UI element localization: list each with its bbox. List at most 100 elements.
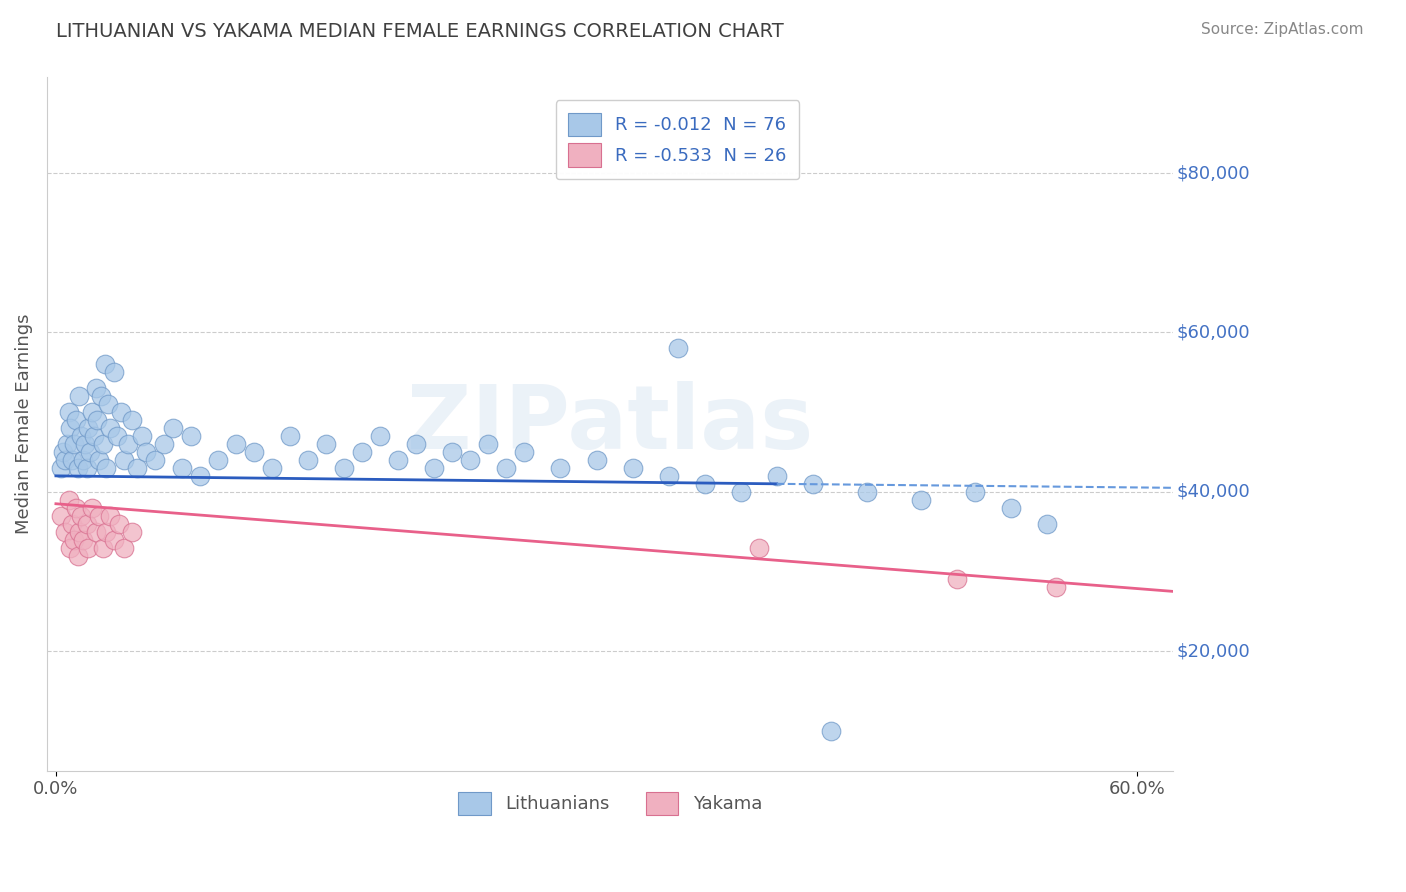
Text: $40,000: $40,000 — [1177, 483, 1250, 500]
Point — [748, 541, 770, 555]
Point — [368, 429, 391, 443]
Text: LITHUANIAN VS YAKAMA MEDIAN FEMALE EARNINGS CORRELATION CHART: LITHUANIAN VS YAKAMA MEDIAN FEMALE EARNI… — [56, 22, 785, 41]
Point — [53, 453, 76, 467]
Point — [72, 453, 94, 467]
Y-axis label: Median Female Earnings: Median Female Earnings — [15, 314, 32, 534]
Point — [387, 453, 409, 467]
Point — [125, 461, 148, 475]
Point — [97, 397, 120, 411]
Point — [70, 508, 93, 523]
Point — [96, 461, 118, 475]
Point — [52, 445, 75, 459]
Point — [79, 445, 101, 459]
Point — [103, 533, 125, 547]
Point — [666, 342, 689, 356]
Point — [84, 524, 107, 539]
Point — [315, 437, 337, 451]
Point — [441, 445, 464, 459]
Point — [693, 476, 716, 491]
Point — [63, 437, 86, 451]
Point — [730, 484, 752, 499]
Point — [76, 461, 98, 475]
Point — [108, 516, 131, 531]
Point — [423, 461, 446, 475]
Point — [550, 461, 572, 475]
Point — [143, 453, 166, 467]
Point — [67, 524, 90, 539]
Point — [333, 461, 356, 475]
Point — [112, 541, 135, 555]
Point — [658, 468, 681, 483]
Point — [460, 453, 482, 467]
Point — [86, 413, 108, 427]
Point — [103, 365, 125, 379]
Point — [585, 453, 607, 467]
Point — [170, 461, 193, 475]
Point — [513, 445, 536, 459]
Text: $60,000: $60,000 — [1177, 324, 1250, 342]
Point — [153, 437, 176, 451]
Point — [53, 524, 76, 539]
Point — [1000, 500, 1022, 515]
Legend: Lithuanians, Yakama: Lithuanians, Yakama — [449, 783, 770, 824]
Point — [72, 533, 94, 547]
Point — [96, 524, 118, 539]
Point — [621, 461, 644, 475]
Point — [66, 549, 89, 563]
Point — [59, 541, 82, 555]
Point — [60, 516, 83, 531]
Point — [225, 437, 247, 451]
Point — [1045, 581, 1067, 595]
Text: ZIPatlas: ZIPatlas — [406, 381, 813, 467]
Point — [59, 421, 82, 435]
Point — [297, 453, 319, 467]
Point — [91, 437, 114, 451]
Point — [112, 453, 135, 467]
Point — [262, 461, 284, 475]
Point — [90, 389, 112, 403]
Text: $80,000: $80,000 — [1177, 164, 1250, 182]
Point — [963, 484, 986, 499]
Point — [83, 429, 105, 443]
Point — [84, 381, 107, 395]
Point — [63, 533, 86, 547]
Point — [66, 461, 89, 475]
Point — [76, 516, 98, 531]
Point — [105, 429, 128, 443]
Point — [910, 492, 932, 507]
Point — [162, 421, 184, 435]
Point — [51, 508, 73, 523]
Point — [89, 508, 111, 523]
Point — [51, 461, 73, 475]
Point — [207, 453, 229, 467]
Point — [180, 429, 202, 443]
Point — [131, 429, 153, 443]
Point — [495, 461, 517, 475]
Point — [477, 437, 499, 451]
Point — [856, 484, 879, 499]
Point — [135, 445, 157, 459]
Point — [70, 429, 93, 443]
Text: Source: ZipAtlas.com: Source: ZipAtlas.com — [1201, 22, 1364, 37]
Point — [65, 500, 87, 515]
Text: $20,000: $20,000 — [1177, 642, 1250, 660]
Point — [188, 468, 211, 483]
Point — [1036, 516, 1059, 531]
Point — [946, 573, 969, 587]
Point — [352, 445, 374, 459]
Point — [405, 437, 427, 451]
Point — [765, 468, 787, 483]
Point — [89, 453, 111, 467]
Point — [73, 437, 96, 451]
Point — [55, 437, 77, 451]
Point — [110, 405, 132, 419]
Point — [121, 413, 143, 427]
Point — [278, 429, 301, 443]
Point — [121, 524, 143, 539]
Point — [91, 541, 114, 555]
Point — [67, 389, 90, 403]
Point — [77, 541, 100, 555]
Point — [80, 500, 103, 515]
Point — [60, 453, 83, 467]
Point — [58, 492, 80, 507]
